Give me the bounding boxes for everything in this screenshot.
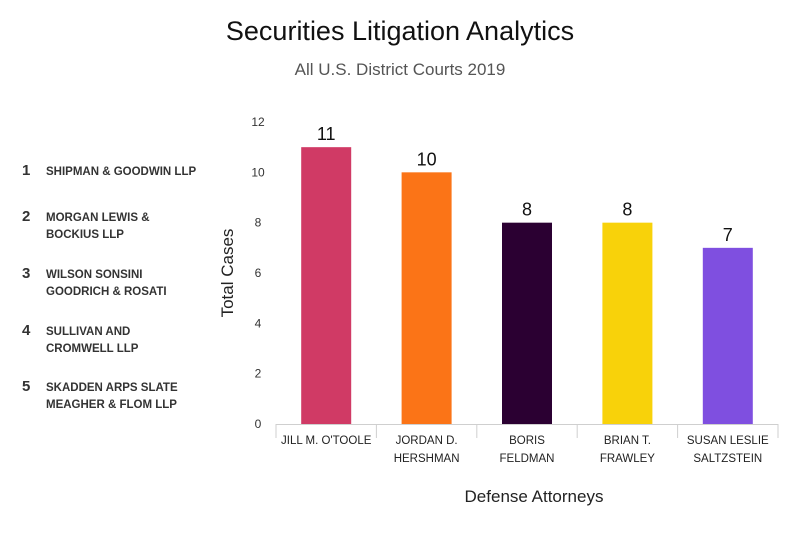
y-tick-label: 6 <box>255 266 262 280</box>
firm-rank: 1 <box>22 162 31 179</box>
y-tick-label: 8 <box>255 216 262 230</box>
bar-value-label: 8 <box>622 200 632 220</box>
firm-name: SKADDEN ARPS SLATE MEAGHER & FLOM LLP <box>46 382 178 411</box>
x-tick-label: SALTZSTEIN <box>693 453 762 465</box>
firm-name: SHIPMAN & GOODWIN LLP <box>46 166 197 178</box>
firm-rank: 5 <box>22 378 31 395</box>
x-tick-label: FRAWLEY <box>600 453 655 465</box>
chart-title: Securities Litigation Analytics <box>225 16 575 46</box>
firm-name: WILSON SONSINI GOODRICH & ROSATI <box>46 269 167 298</box>
y-tick-label: 10 <box>251 165 265 179</box>
x-tick-label: BRIAN T. <box>604 435 651 447</box>
y-tick-label: 4 <box>255 316 262 330</box>
bar <box>602 222 653 424</box>
chart-subtitle: All U.S. District Courts 2019 <box>294 60 506 79</box>
firm-rank: 2 <box>22 208 31 225</box>
bar <box>502 222 552 424</box>
firm-name: SULLIVAN AND CROMWELL LLP <box>46 326 139 355</box>
y-axis-title: Total Cases <box>218 229 237 318</box>
firm-rank: 4 <box>22 322 31 339</box>
bar-value-label: 8 <box>522 200 532 220</box>
y-tick-label: 2 <box>255 367 262 381</box>
bar <box>301 147 352 424</box>
bar-value-label: 7 <box>723 225 733 245</box>
x-tick-label: HERSHMAN <box>394 453 460 465</box>
x-tick-label: JORDAN D. <box>396 435 458 447</box>
bar <box>401 172 452 424</box>
firm-rank: 3 <box>22 265 31 282</box>
x-tick-label: FELDMAN <box>500 453 555 465</box>
x-axis-title: Defense Attorneys <box>465 487 604 506</box>
y-tick-label: 0 <box>255 417 262 431</box>
x-tick-label: JILL M. O'TOOLE <box>281 435 372 447</box>
bar-value-label: 11 <box>317 124 336 144</box>
bar <box>702 247 753 424</box>
firm-name: MORGAN LEWIS & BOCKIUS LLP <box>46 212 150 241</box>
y-tick-label: 12 <box>251 115 265 129</box>
x-tick-label: SUSAN LESLIE <box>687 435 769 447</box>
bar-value-label: 10 <box>417 149 437 169</box>
x-tick-label: BORIS <box>509 435 545 447</box>
